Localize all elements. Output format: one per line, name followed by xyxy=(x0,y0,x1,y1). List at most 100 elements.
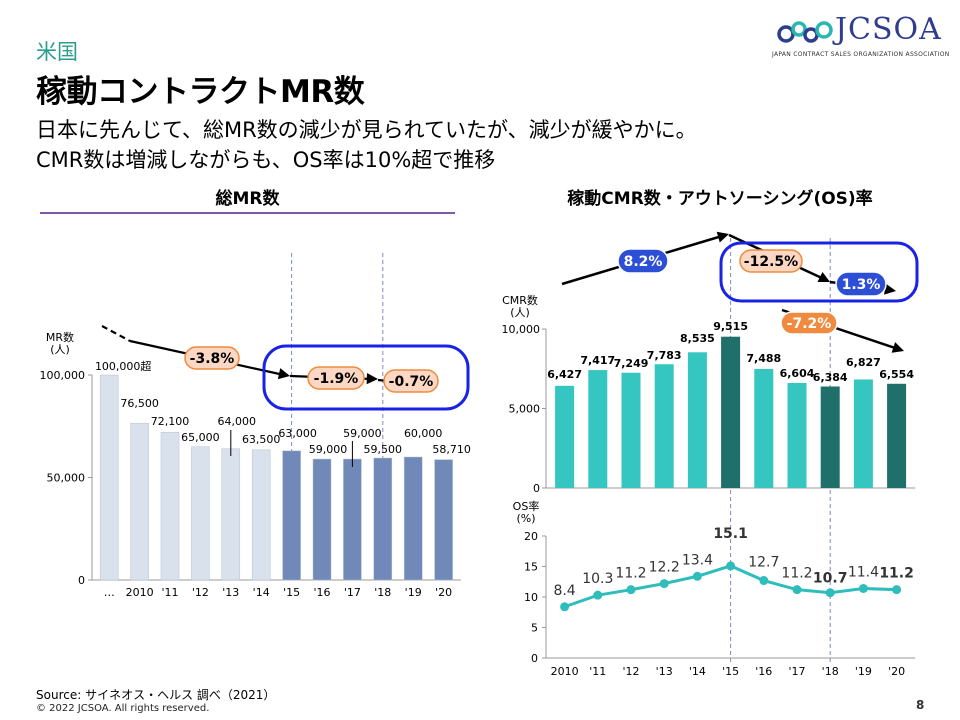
bar xyxy=(191,446,210,581)
x-tick-label: '19 xyxy=(405,586,422,599)
os-point-label: 11.4 xyxy=(848,564,879,580)
os-x-tick-label: '17 xyxy=(788,665,805,678)
cmr-change-callout-bg xyxy=(617,248,669,274)
x-tick-label: '18 xyxy=(374,586,391,599)
cmr-bar xyxy=(654,364,674,488)
os-point xyxy=(892,585,902,595)
bar xyxy=(403,456,423,581)
os-y-tick-label: 20 xyxy=(524,530,538,543)
cmr-bar xyxy=(588,370,608,488)
x-tick-label: '14 xyxy=(253,586,270,599)
cmr-bar xyxy=(721,336,741,488)
os-x-tick-label: '16 xyxy=(755,665,772,678)
cmr-bar xyxy=(820,386,840,488)
bar-value-label: 63,000 xyxy=(278,427,317,440)
bar xyxy=(282,450,301,581)
highlight-oval xyxy=(262,344,470,411)
cmr-y-tick-label: 10,000 xyxy=(502,323,541,336)
cmr-bar-value-label: 6,384 xyxy=(813,371,848,384)
bar xyxy=(130,422,149,581)
bar-value-label: 59,000 xyxy=(309,443,348,456)
os-point-label: 11.2 xyxy=(879,566,914,582)
bar-value-label: 63,500 xyxy=(242,433,281,446)
os-point xyxy=(626,585,636,595)
bar-value-label: 65,000 xyxy=(181,431,220,444)
subtitle-line-1: 日本に先んじて、総MR数の減少が見られていたが、減少が緩やかに。 xyxy=(36,118,697,142)
trend-arrowhead xyxy=(366,373,378,385)
os-x-tick-label: '14 xyxy=(689,665,706,678)
bar xyxy=(343,458,362,581)
logo-tagline: JAPAN CONTRACT SALES ORGANIZATION ASSOCI… xyxy=(772,51,950,58)
change-callout-label: -1.9% xyxy=(314,371,359,387)
left-chart-title-underline xyxy=(40,212,455,214)
region-label: 米国 xyxy=(36,40,78,64)
os-point-label: 11.2 xyxy=(615,566,646,582)
os-point-label: 8.4 xyxy=(553,583,575,599)
trend-arrowhead xyxy=(277,368,290,380)
y-tick-label: 0 xyxy=(78,574,85,587)
trend-line-dashed xyxy=(101,325,131,342)
x-tick-label: 2010 xyxy=(126,586,154,599)
os-y-tick-label: 15 xyxy=(524,561,538,574)
change-callout-bg xyxy=(184,346,240,370)
cmr-highlight-oval xyxy=(719,241,919,303)
bar xyxy=(99,374,119,581)
os-x-tick-label: '20 xyxy=(888,665,905,678)
bar xyxy=(160,431,180,581)
y-axis-title: MR数(人) xyxy=(46,331,74,356)
bar xyxy=(251,449,271,581)
copyright: © 2022 JCSOA. All rights reserved. xyxy=(36,703,210,714)
change-callout-bg xyxy=(307,366,365,390)
cmr-change-callout-bg xyxy=(780,311,838,335)
os-x-tick-label: '13 xyxy=(656,665,673,678)
os-point xyxy=(825,588,835,598)
jcsoa-logo-icon xyxy=(777,21,833,43)
bar xyxy=(312,458,332,581)
x-tick-label: '13 xyxy=(222,586,239,599)
x-tick-label: '11 xyxy=(161,586,178,599)
x-tick-label: '20 xyxy=(435,586,452,599)
os-point-label: 10.3 xyxy=(582,571,613,587)
os-point xyxy=(726,561,736,571)
bar-value-label: 76,500 xyxy=(120,397,159,410)
bar-value-label: 100,000超 xyxy=(95,359,152,373)
os-x-tick-label: '19 xyxy=(855,665,872,678)
os-x-tick-label: '12 xyxy=(622,665,639,678)
x-tick-label: '17 xyxy=(344,586,361,599)
bar xyxy=(434,459,453,581)
bar xyxy=(221,448,241,581)
cmr-bar-value-label: 6,827 xyxy=(846,356,881,369)
cmr-change-callout-label: -12.5% xyxy=(744,254,798,270)
bar-value-label: 59,000 xyxy=(343,427,382,440)
cmr-y-axis-title: CMR数(人) xyxy=(502,294,538,319)
page-title: 稼動コントラクトMR数 xyxy=(36,74,365,110)
total-mr-bar-chart: 0 50,000 100,000 MR数(人) … 2010 '11 '12 '13 '14 '15… xyxy=(40,253,471,599)
change-callout-bg xyxy=(383,369,439,393)
cmr-bar xyxy=(555,385,575,488)
cmr-bar-value-label: 6,554 xyxy=(879,368,914,381)
os-y-tick-label: 5 xyxy=(531,622,538,635)
os-point-label: 10.7 xyxy=(813,571,848,587)
os-point xyxy=(692,571,702,581)
cmr-bar xyxy=(887,383,907,488)
bar xyxy=(373,457,393,581)
cmr-trend-arrowhead xyxy=(716,231,729,243)
cmr-y-tick-label: 0 xyxy=(533,482,540,495)
os-point-label: 12.2 xyxy=(649,560,680,576)
cmr-change-callout-label: 1.3% xyxy=(842,277,881,293)
os-point-label: 15.1 xyxy=(713,526,748,542)
os-point-label: 11.2 xyxy=(781,566,812,582)
cmr-trend-arrowhead xyxy=(884,283,896,295)
change-callout-label: -0.7% xyxy=(389,374,434,390)
bar-value-label: 64,000 xyxy=(218,415,257,428)
cmr-bar-value-label: 8,535 xyxy=(680,332,715,345)
source-note: Source: サイネオス・ヘルス 調べ（2021） xyxy=(36,688,276,702)
subtitle-line-2: CMR数は増減しながらも、OS率は10%超で推移 xyxy=(36,148,496,172)
cmr-trend-arrowhead xyxy=(817,271,830,282)
page-number: 8 xyxy=(916,698,925,712)
change-callout-label: -3.8% xyxy=(190,351,235,367)
os-y-tick-label: 0 xyxy=(531,652,538,665)
os-y-axis-title: OS率(%) xyxy=(513,499,540,525)
cmr-bar xyxy=(687,352,707,488)
os-point-label: 12.7 xyxy=(748,555,779,571)
